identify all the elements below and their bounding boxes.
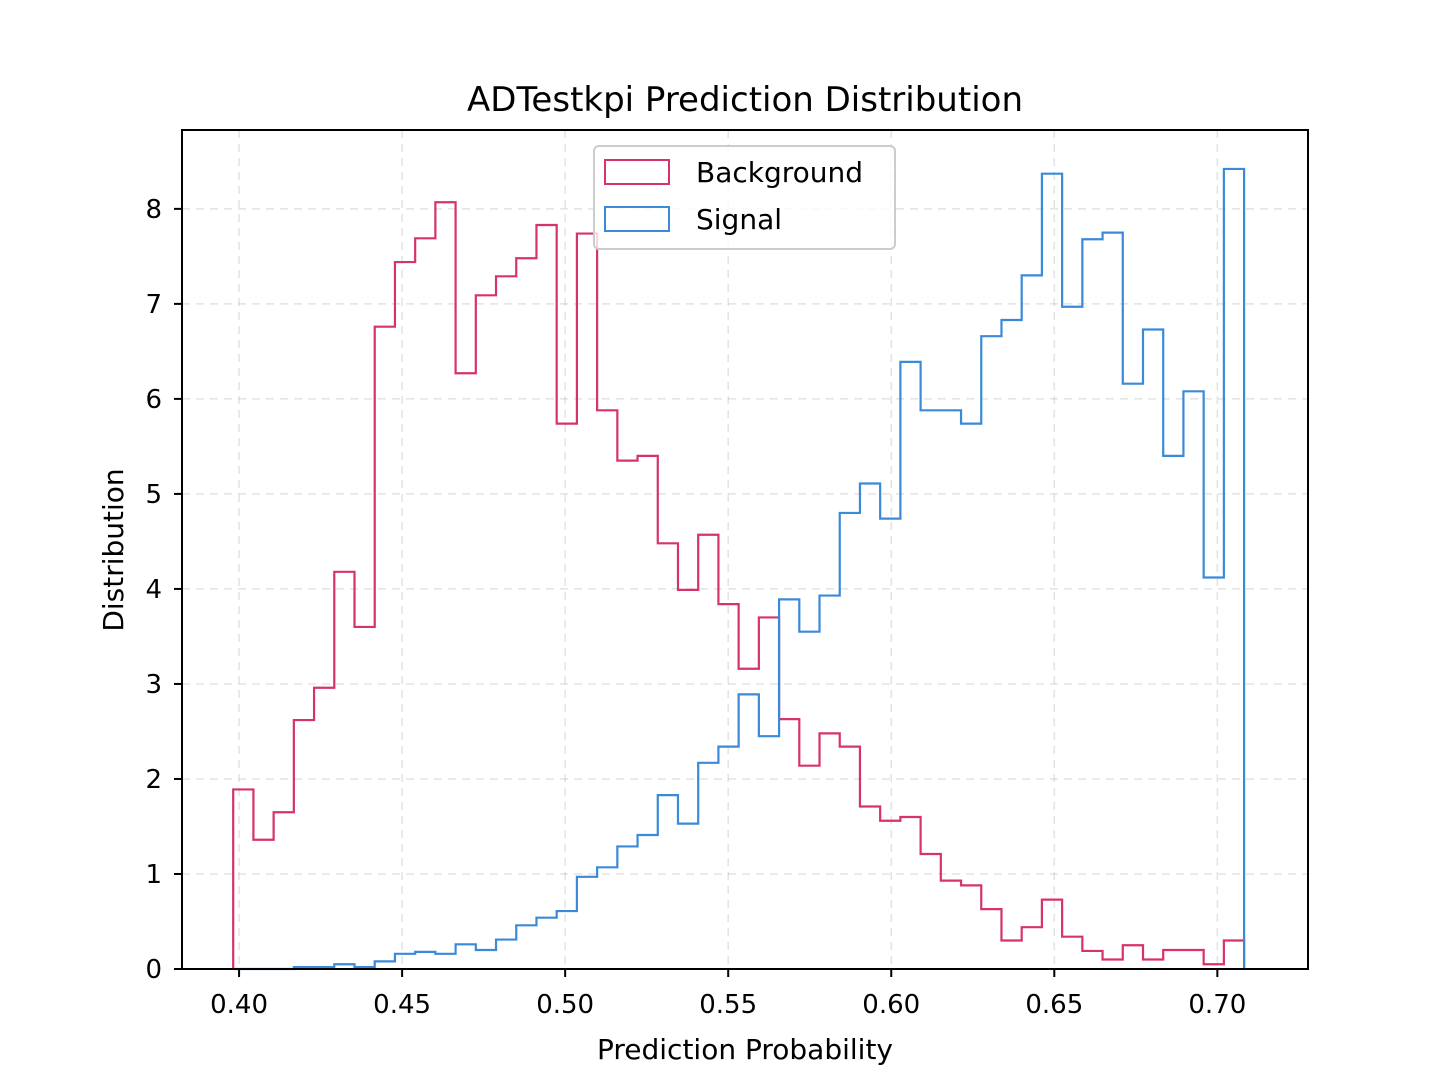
signal-bin [981,336,1001,969]
background-bin [253,840,273,969]
background-bin [314,688,334,969]
background-bin [274,812,294,969]
signal-bin [638,835,658,969]
y-tick-label: 2 [145,765,162,795]
background-bin [557,424,577,969]
signal-bin [1062,307,1082,969]
signal-bin [820,596,840,969]
signal-bin [718,747,738,969]
series-layer [232,167,1246,971]
signal-bin [1204,578,1224,969]
background-bin [233,789,253,969]
signal-bin [658,795,678,969]
background-histogram-outline [232,201,1246,969]
signal-bin [536,918,556,969]
signal-bin [1183,391,1203,969]
signal-bin [759,736,779,969]
signal-bin [577,877,597,969]
signal-bin [1042,174,1062,969]
x-tick-label: 0.45 [373,990,431,1020]
background-bin [395,262,415,969]
background-bin [516,258,536,969]
background-bin [355,627,375,969]
y-axis-ticks: 0 1 2 3 4 5 6 7 8 [145,195,182,985]
signal-bin [880,519,900,969]
signal-bin [617,846,637,969]
background-bin [456,373,476,969]
legend-label-background: Background [696,156,863,189]
legend-swatch-background [604,159,670,185]
signal-bin [678,824,698,969]
signal-bin [941,410,961,969]
y-tick-label: 6 [145,385,162,415]
x-tick-label: 0.65 [1025,990,1083,1020]
y-tick-label: 8 [145,195,162,225]
plot-frame [181,129,1309,970]
y-tick-label: 4 [145,575,162,605]
y-tick-label: 1 [145,860,162,890]
background-bin [476,295,496,969]
signal-bin [840,513,860,969]
signal-bin [698,763,718,969]
signal-bin [921,410,941,969]
signal-histogram-outline [233,167,1246,971]
series-background [232,201,1246,969]
signal-bin [1103,233,1123,969]
signal-bin [516,925,536,969]
legend-swatch-signal [604,206,670,232]
x-tick-label: 0.40 [210,990,268,1020]
signal-bin [1082,239,1102,969]
series-signal [233,167,1246,971]
signal-bin [1001,320,1021,969]
y-tick-label: 3 [145,670,162,700]
signal-bin [476,950,496,969]
signal-bin [456,944,476,969]
signal-bin [435,954,455,969]
signal-bin [900,362,920,969]
background-bin [536,225,556,969]
background-bin [577,234,597,969]
signal-bin [1123,384,1143,969]
signal-bin [557,911,577,969]
x-tick-label: 0.60 [862,990,920,1020]
background-bin [415,238,435,969]
background-bin [435,202,455,969]
legend: Background Signal [593,145,896,250]
signal-bin [597,867,617,969]
background-bin [496,276,516,969]
y-tick-label: 5 [145,480,162,510]
x-tick-label: 0.50 [536,990,594,1020]
y-tick-label: 0 [145,955,162,985]
signal-bin [799,632,819,969]
signal-bin [779,599,799,969]
signal-bin [375,961,395,969]
signal-bin [1224,169,1244,969]
signal-bin [860,483,880,969]
signal-bin [1163,456,1183,969]
y-axis-label: Distribution [97,468,130,631]
background-bin [294,720,314,969]
signal-bin [739,694,759,969]
x-tick-label: 0.70 [1188,990,1246,1020]
signal-bin [496,940,516,969]
background-bin [334,572,354,969]
signal-bin [1022,275,1042,969]
x-axis-label: Prediction Probability [597,1033,893,1066]
y-tick-label: 7 [145,290,162,320]
x-tick-label: 0.55 [699,990,757,1020]
signal-bin [415,952,435,969]
legend-label-signal: Signal [696,203,782,236]
background-bin [375,327,395,969]
signal-bin [1143,330,1163,969]
chart-title: ADTestkpi Prediction Distribution [467,80,1023,120]
signal-bin [395,954,415,969]
signal-bin [961,424,981,969]
x-axis-ticks: 0.40 0.45 0.50 0.55 0.60 0.65 0.70 [210,969,1246,1020]
